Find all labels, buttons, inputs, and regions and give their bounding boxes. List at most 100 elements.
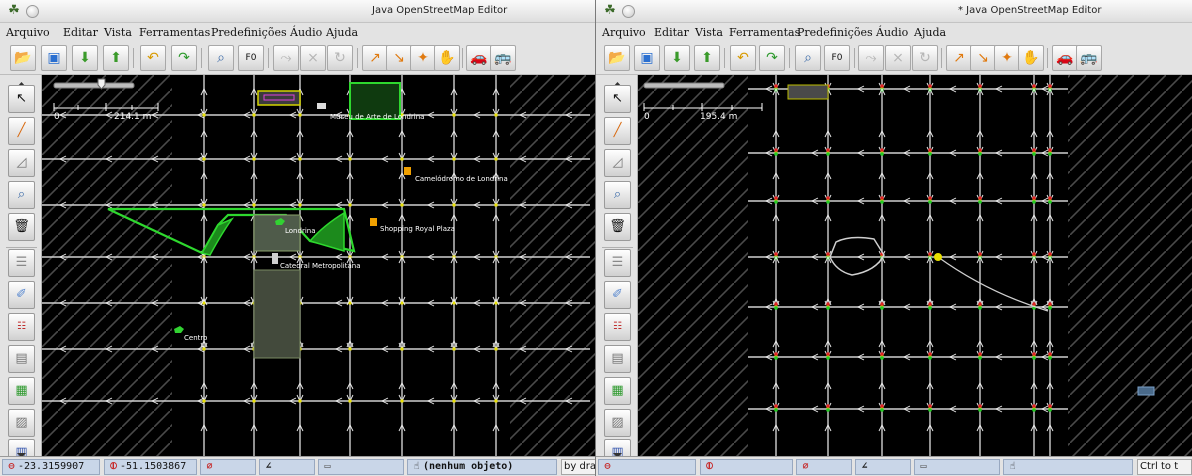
measure-icon[interactable]: ◿ bbox=[604, 149, 631, 177]
oneway-arrow bbox=[1030, 339, 1038, 348]
map-view[interactable]: Museu de Arte de Londrina Camelódromo de… bbox=[42, 75, 596, 456]
draw-area-icon[interactable]: ↗ bbox=[946, 45, 972, 71]
draw-area-icon[interactable]: ↗ bbox=[362, 45, 388, 71]
menu-ajuda[interactable]: Ajuda bbox=[326, 26, 359, 39]
car-icon[interactable]: 🚗 bbox=[466, 45, 492, 71]
signal-light bbox=[826, 196, 830, 200]
undo-icon[interactable]: ↶ bbox=[730, 45, 756, 71]
oneway-arrow bbox=[926, 213, 934, 222]
bus-icon[interactable]: 🚌 bbox=[1076, 45, 1102, 71]
signal-light bbox=[928, 302, 932, 306]
josm-app-icon[interactable]: ☘ bbox=[8, 3, 20, 18]
oneway-arrow bbox=[296, 423, 304, 432]
menu-audio[interactable]: Áudio bbox=[290, 26, 323, 39]
menu-predefinicoes[interactable]: Predefinições bbox=[797, 26, 873, 39]
zoom-map-icon[interactable]: ⌕ bbox=[604, 181, 631, 209]
redo-icon[interactable]: ↷ bbox=[171, 45, 197, 71]
measure-icon[interactable]: ◿ bbox=[8, 149, 35, 177]
download-icon[interactable]: ⬇ bbox=[72, 45, 98, 71]
save-icon[interactable]: ▣ bbox=[634, 45, 660, 71]
josm-app-icon[interactable]: ☘ bbox=[604, 3, 616, 18]
download-icon[interactable]: ⬇ bbox=[664, 45, 690, 71]
history-icon[interactable]: ▤ bbox=[8, 345, 35, 373]
delete-icon[interactable]: 🗑 bbox=[604, 213, 631, 241]
scroll-down-icon[interactable] bbox=[604, 449, 631, 458]
refresh-icon[interactable]: ↻ bbox=[327, 45, 353, 71]
preferences-icon[interactable]: F0 bbox=[824, 45, 850, 71]
draw-icon[interactable]: ╱ bbox=[604, 117, 631, 145]
zoom-slider-thumb[interactable] bbox=[97, 78, 106, 90]
hand-icon[interactable]: ✋ bbox=[1018, 45, 1044, 71]
menu-ferramentas[interactable]: Ferramentas bbox=[729, 26, 801, 39]
toggle-icon[interactable]: ▦ bbox=[604, 377, 631, 405]
combine-icon[interactable]: ⨯ bbox=[885, 45, 911, 71]
combine-icon[interactable]: ⨯ bbox=[300, 45, 326, 71]
menu-arquivo[interactable]: Arquivo bbox=[6, 26, 50, 39]
oneway-arrow bbox=[346, 213, 354, 222]
signal-light bbox=[1032, 302, 1036, 306]
align-icon[interactable]: ↘ bbox=[970, 45, 996, 71]
oneway-arrow bbox=[150, 345, 159, 353]
properties-icon[interactable]: ▨ bbox=[8, 409, 35, 437]
menu-audio[interactable]: Áudio bbox=[876, 26, 909, 39]
menu-ferramentas[interactable]: Ferramentas bbox=[139, 26, 211, 39]
open-file-icon[interactable]: 📂 bbox=[604, 45, 630, 71]
save-icon[interactable]: ▣ bbox=[41, 45, 67, 71]
simplify-icon[interactable]: ⤳ bbox=[858, 45, 884, 71]
upload-icon[interactable]: ⬆ bbox=[694, 45, 720, 71]
select-icon[interactable]: ↖ bbox=[604, 85, 631, 113]
orthogonal-icon[interactable]: ✦ bbox=[410, 45, 436, 71]
refresh-icon[interactable]: ↻ bbox=[912, 45, 938, 71]
oneway-arrow bbox=[1040, 197, 1049, 205]
preferences-icon[interactable]: F0 bbox=[238, 45, 264, 71]
properties-icon[interactable]: ▨ bbox=[604, 409, 631, 437]
scroll-up-icon[interactable] bbox=[8, 77, 35, 87]
menu-vista[interactable]: Vista bbox=[695, 26, 723, 39]
map-view[interactable]: 0 195.4 m bbox=[638, 75, 1192, 456]
museum-icon bbox=[317, 103, 326, 109]
history-icon[interactable]: ▤ bbox=[604, 345, 631, 373]
orthogonal-icon[interactable]: ✦ bbox=[994, 45, 1020, 71]
oneway-arrow bbox=[772, 171, 780, 180]
car-icon[interactable]: 🚗 bbox=[1052, 45, 1078, 71]
map-canvas[interactable]: 0 195.4 m bbox=[638, 75, 1192, 456]
zoom-slider[interactable] bbox=[53, 82, 135, 89]
zoom-map-icon[interactable]: ⌕ bbox=[8, 181, 35, 209]
redo-icon[interactable]: ↷ bbox=[759, 45, 785, 71]
zoom-slider[interactable] bbox=[643, 82, 725, 89]
label-centro: Centro bbox=[184, 334, 207, 342]
relation-icon[interactable]: ☷ bbox=[8, 313, 35, 341]
upload-icon[interactable]: ⬆ bbox=[103, 45, 129, 71]
undo-icon[interactable]: ↶ bbox=[140, 45, 166, 71]
simplify-icon[interactable]: ⤳ bbox=[273, 45, 299, 71]
zoom-icon[interactable]: ⌕ bbox=[795, 45, 821, 71]
toggle-icon[interactable]: ▦ bbox=[8, 377, 35, 405]
menu-arquivo[interactable]: Arquivo bbox=[602, 26, 646, 39]
bus-icon[interactable]: 🚌 bbox=[490, 45, 516, 71]
window-menu-button[interactable] bbox=[622, 5, 635, 18]
delete-icon[interactable]: 🗑 bbox=[8, 213, 35, 241]
layers-icon[interactable]: ☰ bbox=[604, 249, 631, 277]
menu-editar[interactable]: Editar bbox=[654, 26, 689, 39]
node-marker bbox=[494, 157, 498, 161]
window-menu-button[interactable] bbox=[26, 5, 39, 18]
zoom-icon[interactable]: ⌕ bbox=[208, 45, 234, 71]
open-file-icon[interactable]: 📂 bbox=[10, 45, 36, 71]
scroll-up-icon[interactable] bbox=[604, 77, 631, 87]
map-canvas[interactable]: Museu de Arte de Londrina Camelódromo de… bbox=[42, 75, 596, 456]
menu-vista[interactable]: Vista bbox=[104, 26, 132, 39]
draw-icon[interactable]: ╱ bbox=[8, 117, 35, 145]
tag-icon[interactable]: ✐ bbox=[604, 281, 631, 309]
scroll-down-icon[interactable] bbox=[8, 449, 35, 458]
select-icon[interactable]: ↖ bbox=[8, 85, 35, 113]
relation-icon[interactable]: ☷ bbox=[604, 313, 631, 341]
layers-icon[interactable]: ☰ bbox=[8, 249, 35, 277]
menu-predefinicoes[interactable]: Predefinições bbox=[211, 26, 287, 39]
menu-ajuda[interactable]: Ajuda bbox=[914, 26, 947, 39]
hand-icon[interactable]: ✋ bbox=[434, 45, 460, 71]
menu-editar[interactable]: Editar bbox=[63, 26, 98, 39]
align-icon[interactable]: ↘ bbox=[386, 45, 412, 71]
signal-light bbox=[880, 302, 884, 306]
tag-icon[interactable]: ✐ bbox=[8, 281, 35, 309]
signal-light bbox=[1048, 252, 1052, 256]
